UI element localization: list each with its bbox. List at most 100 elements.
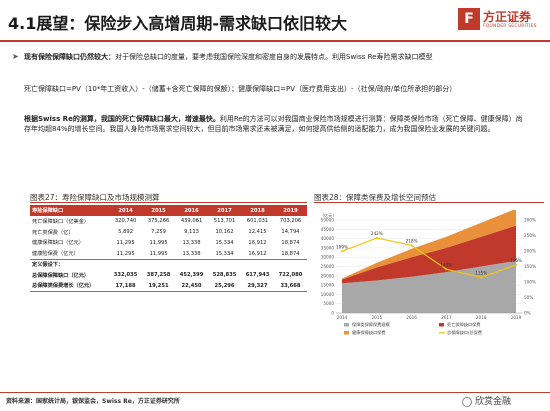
area-series-0 — [342, 260, 516, 313]
year-header: 2014 — [109, 205, 143, 216]
table-cell: 16,912 — [248, 239, 267, 246]
legend-swatch — [344, 323, 349, 327]
ratio-data-label: 155% — [510, 258, 522, 263]
table-cell: 703,206 — [279, 218, 302, 225]
table-cell: 18,874 — [281, 250, 300, 257]
y2-tick-label: 50% — [524, 295, 533, 300]
y-tick-label: 10000 — [321, 292, 335, 297]
year-header: 2016 — [175, 205, 209, 216]
table-cell: 439,061 — [180, 218, 203, 225]
legend-label: 总保障缺口/总保费 — [447, 329, 482, 336]
table-row: 死亡类保费（亿） 5,892 7,259 9,113 10,162 12,415 14,79… — [30, 227, 307, 238]
legend-label: 健康保障缺口保费 — [352, 329, 386, 336]
row-label: 总保障类保费增长（亿元） — [30, 280, 110, 293]
table-cell: 17,188 — [109, 280, 143, 293]
year-header: 2019 — [274, 205, 307, 216]
table-cell: 375,266 — [147, 218, 170, 225]
paragraph-3-text: 利用Re的方法可以对我国商业保险市场规模进行测算：保障类保险市场（死亡保障、健康… — [24, 115, 523, 133]
table-row: 死亡保障缺口（亿美金） 320,740 375,266 439,061 513,701 6… — [30, 216, 307, 227]
ratio-data-label: 199% — [336, 244, 348, 249]
header-divider — [0, 40, 550, 42]
table-cell — [208, 258, 242, 270]
table-row: 总保障保障缺口（亿元） 332,035 387,258 452,399 528,835 6… — [30, 270, 307, 281]
table-cell: 320,740 — [114, 218, 137, 225]
y-tick-label: 35000 — [321, 245, 335, 250]
year-header: 2018 — [241, 205, 274, 216]
y2-tick-label: 150% — [524, 264, 536, 269]
premium-area-chart: 0 5000 10000 15000 20000 25000 30000 35000 40000… — [321, 210, 536, 336]
table-cell: 601,031 — [246, 218, 269, 225]
row-label: 定义假设下： — [30, 258, 110, 270]
ratio-data-label: 115% — [475, 270, 487, 275]
table-row: 健康保障缺口（亿元） 11,295 11,995 13,338 15,334 16,912… — [30, 238, 307, 249]
table-cell: 5,892 — [118, 229, 133, 236]
y2-tick-label: 200% — [524, 249, 536, 254]
company-logo: F 方正证券 FOUNDER SECURITIES — [458, 6, 546, 38]
wechat-icon — [462, 396, 472, 407]
x-tick-label: 2014 — [337, 315, 348, 320]
table-cell: 15,334 — [215, 239, 234, 246]
y2-tick-label: 100% — [524, 280, 536, 285]
paragraph-2: 死亡保障缺口=PV（10*年工资收入）-（储蓄+含死亡保障的保额）；健康保障缺口… — [24, 85, 457, 93]
ratio-point — [340, 250, 344, 253]
table-cell: 10,162 — [215, 229, 234, 236]
x-tick-label: 2017 — [441, 315, 452, 320]
page-title: 4.1展望：保险步入高增周期-需求缺口依旧较大 — [8, 14, 347, 33]
table-cell: 513,701 — [213, 218, 236, 225]
y2-tick-label: 0% — [524, 311, 531, 316]
table-cell: 15,334 — [215, 250, 234, 257]
x-tick-label: 2016 — [406, 315, 417, 320]
y-tick-label: 25000 — [321, 264, 335, 269]
y-tick-label: 5000 — [323, 301, 334, 306]
table-row: 总保障类保费增长（亿元） 17,188 19,251 22,450 25,296 29,3… — [30, 280, 307, 293]
logo-name-cn: 方正证券 — [483, 10, 532, 24]
gap-table-header: 寿险保障缺口 2014 2015 2016 2017 2018 2019 — [30, 205, 307, 216]
gap-table-header-label: 寿险保障缺口 — [30, 205, 110, 216]
table-cell: 16,912 — [248, 250, 267, 257]
table-cell: 11,295 — [116, 239, 135, 246]
area-series-2 — [342, 210, 516, 280]
table-row: 定义假设下： — [30, 258, 307, 270]
table-cell: 25,296 — [208, 280, 242, 293]
y-tick-label: 45000 — [321, 227, 335, 232]
x-tick-label: 2019 — [511, 315, 522, 320]
legend-swatch — [344, 331, 349, 335]
y-unit-label: (亿元) — [322, 212, 334, 219]
table-cell — [274, 258, 307, 270]
table-cell: 11,295 — [116, 250, 135, 257]
chart-figure-title: 图表28：保障类保费及增长空间预估 — [314, 193, 437, 202]
ratio-point — [410, 244, 413, 247]
logo-name-en: FOUNDER SECURITIES — [483, 24, 537, 29]
gap-table-body: 死亡保障缺口（亿美金） 320,740 375,266 439,061 513,701 6… — [30, 216, 307, 293]
y-tick-label: 0 — [331, 311, 334, 316]
x-tick-label: 2015 — [371, 315, 382, 320]
table-cell: 332,035 — [113, 272, 138, 279]
table-cell — [175, 258, 209, 270]
row-label: 死亡保障缺口（亿美金） — [32, 218, 90, 225]
y-tick-label: 20000 — [321, 273, 335, 278]
table-figure-title: 图表27：寿险保障缺口及市场规模测算 — [30, 193, 160, 202]
table-cell: 29,327 — [241, 280, 274, 293]
ratio-data-label: 218% — [406, 238, 418, 243]
row-label: 死亡类保费（亿） — [32, 229, 74, 236]
year-header: 2015 — [142, 205, 176, 216]
row-label: 总保障保障缺口（亿元） — [32, 272, 90, 279]
table-figure-rule — [30, 202, 307, 203]
gap-table: 寿险保障缺口 2014 2015 2016 2017 2018 2019 死亡保障缺口（亿… — [30, 205, 307, 293]
table-cell: 528,835 — [212, 272, 237, 279]
area-series-1 — [342, 225, 516, 284]
ratio-data-label: 141% — [440, 262, 452, 267]
table-cell — [109, 258, 143, 270]
table-cell: 13,338 — [182, 250, 201, 257]
y2-tick-label: 250% — [524, 233, 536, 238]
paragraph-1-text: 对于保险总缺口的度量，要考虑我国保险深度和密度自身的发展特点。利用Swiss R… — [115, 53, 433, 61]
chart-figure-rule — [314, 202, 544, 203]
paragraph-1-lead: 现有保险保障缺口仍然较大： — [24, 53, 115, 61]
table-cell: 452,399 — [179, 272, 204, 279]
footer-divider — [0, 392, 550, 393]
y-tick-label: 50000 — [321, 218, 335, 223]
table-cell: 19,251 — [142, 280, 176, 293]
table-cell: 387,258 — [146, 272, 171, 279]
table-cell: 12,415 — [248, 229, 267, 236]
ratio-point — [375, 236, 378, 240]
